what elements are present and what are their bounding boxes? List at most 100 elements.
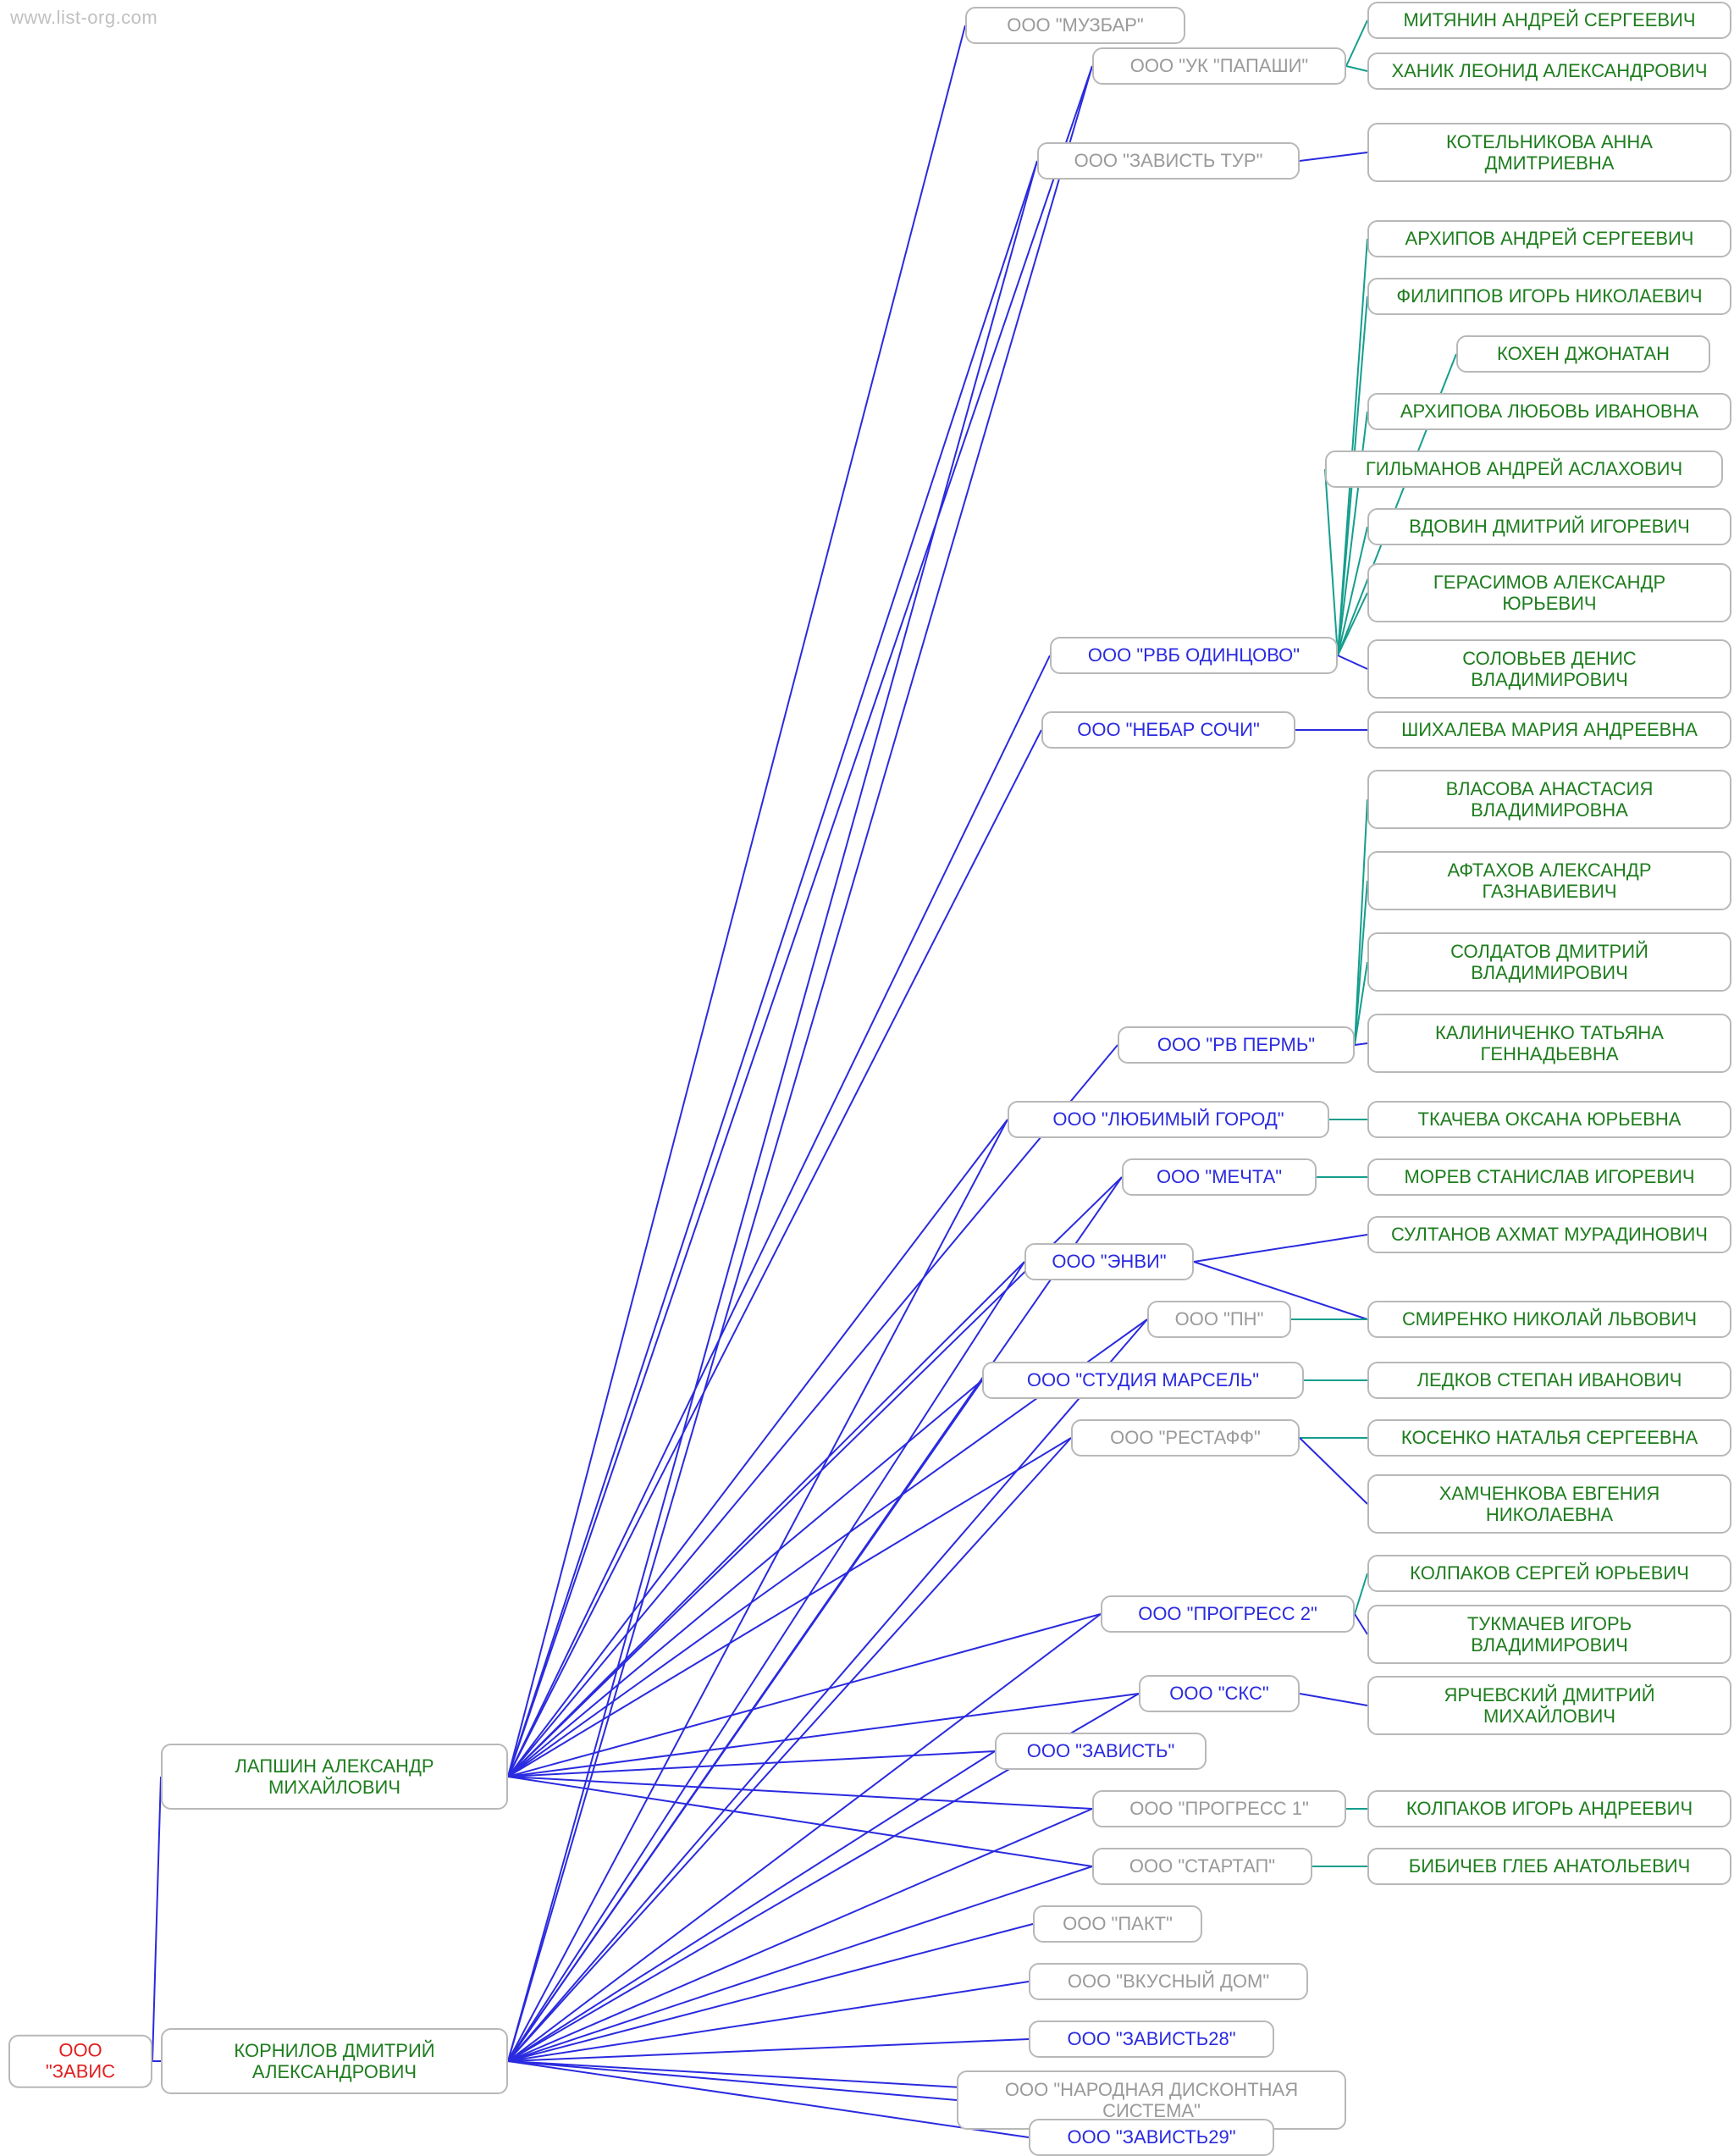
node-lapshin[interactable]: ЛАПШИН АЛЕКСАНДР МИХАЙЛОВИЧ xyxy=(161,1744,508,1810)
node-gerasimov[interactable]: ГЕРАСИМОВ АЛЕКСАНДР ЮРЬЕВИЧ xyxy=(1367,563,1731,622)
edge-kornilov-progress1 xyxy=(508,1809,1092,2061)
edge-lapshin-rvbodints xyxy=(508,655,1050,1777)
node-arhipova[interactable]: АРХИПОВА ЛЮБОВЬ ИВАНОВНА xyxy=(1367,393,1731,430)
node-kosenko[interactable]: КОСЕНКО НАТАЛЬЯ СЕРГЕЕВНА xyxy=(1367,1419,1731,1457)
node-muzbar[interactable]: ООО "МУЗБАР" xyxy=(965,7,1185,44)
node-soloviev[interactable]: СОЛОВЬЕВ ДЕНИС ВЛАДИМИРОВИЧ xyxy=(1367,639,1731,699)
node-bibichev[interactable]: БИБИЧЕВ ГЛЕБ АНАТОЛЬЕВИЧ xyxy=(1367,1848,1731,1885)
node-kornilov[interactable]: КОРНИЛОВ ДМИТРИЙ АЛЕКСАНДРОВИЧ xyxy=(161,2028,508,2094)
edge-lapshin-zavisttur xyxy=(508,161,1037,1777)
node-studiomars[interactable]: ООО "СТУДИЯ МАРСЕЛЬ" xyxy=(982,1362,1304,1399)
edge-rvbodints-gilmanov xyxy=(1325,469,1338,655)
node-envi[interactable]: ООО "ЭНВИ" xyxy=(1024,1243,1194,1280)
edge-kornilov-zavist29 xyxy=(508,2061,1029,2137)
node-tkacheva[interactable]: ТКАЧЕВА ОКСАНА ЮРЬЕВНА xyxy=(1367,1101,1731,1138)
edge-kornilov-envi xyxy=(508,1262,1024,2061)
node-pakt[interactable]: ООО "ПАКТ" xyxy=(1033,1905,1202,1943)
node-zavist29[interactable]: ООО "ЗАВИСТЬ29" xyxy=(1029,2119,1274,2156)
edge-rvperm-vlasova xyxy=(1355,799,1367,1045)
edge-rvperm-soldatov xyxy=(1355,962,1367,1045)
node-filippov[interactable]: ФИЛИППОВ ИГОРЬ НИКОЛАЕВИЧ xyxy=(1367,278,1731,315)
edge-lapshin-zavist xyxy=(508,1751,995,1777)
edge-kornilov-studiomars xyxy=(508,1380,982,2061)
edge-restaff-khamchen xyxy=(1300,1438,1367,1504)
edge-kornilov-zavist28 xyxy=(508,2039,1029,2061)
edge-kornilov-pn xyxy=(508,1319,1147,2061)
edge-ukpapashi-hanik xyxy=(1346,66,1367,71)
node-restaff[interactable]: ООО "РЕСТАФФ" xyxy=(1071,1419,1300,1457)
node-sultanov[interactable]: СУЛТАНОВ АХМАТ МУРАДИНОВИЧ xyxy=(1367,1216,1731,1253)
node-vlasova[interactable]: ВЛАСОВА АНАСТАСИЯ ВЛАДИМИРОВНА xyxy=(1367,770,1731,829)
node-ukpapashi[interactable]: ООО "УК "ПАПАШИ" xyxy=(1092,47,1346,85)
edge-kornilov-mechta xyxy=(508,1177,1122,2061)
node-zavisttur[interactable]: ООО "ЗАВИСТЬ ТУР" xyxy=(1037,142,1300,180)
edge-rvbodints-gerasimov xyxy=(1338,593,1367,655)
node-kolpakovI[interactable]: КОЛПАКОВ ИГОРЬ АНДРЕЕВИЧ xyxy=(1367,1790,1731,1827)
node-hanik[interactable]: ХАНИК ЛЕОНИД АЛЕКСАНДРОВИЧ xyxy=(1367,53,1731,90)
node-mityanin[interactable]: МИТЯНИН АНДРЕЙ СЕРГЕЕВИЧ xyxy=(1367,2,1731,39)
node-arhipov[interactable]: АРХИПОВ АНДРЕЙ СЕРГЕЕВИЧ xyxy=(1367,220,1731,257)
node-vdovin[interactable]: ВДОВИН ДМИТРИЙ ИГОРЕВИЧ xyxy=(1367,508,1731,545)
node-smirenko[interactable]: СМИРЕНКО НИКОЛАЙ ЛЬВОВИЧ xyxy=(1367,1301,1731,1338)
edge-kornilov-vkusnyidom xyxy=(508,1982,1029,2061)
edge-lapshin-nebarsochi xyxy=(508,730,1041,1777)
node-khamchen[interactable]: ХАМЧЕНКОВА ЕВГЕНИЯ НИКОЛАЕВНА xyxy=(1367,1474,1731,1534)
edge-lapshin-restaff xyxy=(508,1438,1071,1777)
edge-kornilov-pakt xyxy=(508,1924,1033,2061)
edge-sks-yarchevsk xyxy=(1300,1694,1367,1705)
diagram-canvas: www.list-org.com ЛАПШИН АЛЕКСАНДР МИХАЙЛ… xyxy=(0,0,1734,2156)
edge-rvperm-kalinich xyxy=(1355,1043,1367,1045)
edge-rvbodints-soloviev xyxy=(1338,655,1367,669)
node-shihaleva[interactable]: ШИХАЛЕВА МАРИЯ АНДРЕЕВНА xyxy=(1367,711,1731,749)
edge-kornilov-lyubgorod xyxy=(508,1119,1008,2061)
edge-kornilov-zavisttur xyxy=(508,161,1037,2061)
watermark-text: www.list-org.com xyxy=(10,7,157,29)
node-ledkov[interactable]: ЛЕДКОВ СТЕПАН ИВАНОВИЧ xyxy=(1367,1362,1731,1399)
node-zavis[interactable]: ООО "ЗАВИС xyxy=(8,2035,152,2088)
node-rvbodints[interactable]: ООО "РВБ ОДИНЦОВО" xyxy=(1050,637,1338,674)
edge-zavisttur-kotelnikova xyxy=(1300,152,1367,161)
edge-kornilov-progress2 xyxy=(508,1614,1101,2061)
node-sks[interactable]: ООО "СКС" xyxy=(1139,1675,1300,1712)
node-mechta[interactable]: ООО "МЕЧТА" xyxy=(1122,1158,1317,1196)
node-vkusnyidom[interactable]: ООО "ВКУСНЫЙ ДОМ" xyxy=(1029,1963,1308,2000)
node-nebarsochi[interactable]: ООО "НЕБАР СОЧИ" xyxy=(1041,711,1295,749)
edge-rvbodints-arhipov xyxy=(1338,239,1367,655)
edge-kornilov-nardisc xyxy=(508,2061,957,2100)
node-kalinich[interactable]: КАЛИНИЧЕНКО ТАТЬЯНА ГЕННАДЬЕВНА xyxy=(1367,1014,1731,1073)
node-tukmachev[interactable]: ТУКМАЧЕВ ИГОРЬ ВЛАДИМИРОВИЧ xyxy=(1367,1605,1731,1664)
edge-rvbodints-vdovin xyxy=(1338,527,1367,655)
edge-lapshin-studiomars xyxy=(508,1380,982,1777)
edge-kornilov-startap xyxy=(508,1866,1092,2061)
node-zavist[interactable]: ООО "ЗАВИСТЬ" xyxy=(995,1733,1207,1770)
node-kotelnikova[interactable]: КОТЕЛЬНИКОВА АННА ДМИТРИЕВНА xyxy=(1367,123,1731,182)
edge-envi-sultanov xyxy=(1194,1235,1367,1262)
edge-lapshin-startap xyxy=(508,1777,1092,1866)
edge-lapshin-ukpapashi xyxy=(508,66,1092,1777)
node-zavist28[interactable]: ООО "ЗАВИСТЬ28" xyxy=(1029,2021,1274,2058)
node-gilmanov[interactable]: ГИЛЬМАНОВ АНДРЕЙ АСЛАХОВИЧ xyxy=(1325,451,1723,488)
edge-zavis-lapshin xyxy=(152,1777,161,2061)
node-progress2[interactable]: ООО "ПРОГРЕСС 2" xyxy=(1101,1595,1355,1633)
edge-rvbodints-arhipova xyxy=(1338,412,1367,655)
edge-rvperm-aftakhov xyxy=(1355,881,1367,1045)
edge-ukpapashi-mityanin xyxy=(1346,20,1367,66)
node-morev[interactable]: МОРЕВ СТАНИСЛАВ ИГОРЕВИЧ xyxy=(1367,1158,1731,1196)
node-aftakhov[interactable]: АФТАХОВ АЛЕКСАНДР ГАЗНАВИЕВИЧ xyxy=(1367,851,1731,910)
node-yarchevsk[interactable]: ЯРЧЕВСКИЙ ДМИТРИЙ МИХАЙЛОВИЧ xyxy=(1367,1676,1731,1735)
node-startap[interactable]: ООО "СТАРТАП" xyxy=(1092,1848,1312,1885)
edge-lapshin-lyubgorod xyxy=(508,1119,1008,1777)
node-kolpakovS[interactable]: КОЛПАКОВ СЕРГЕЙ ЮРЬЕВИЧ xyxy=(1367,1555,1731,1592)
edge-lapshin-muzbar xyxy=(508,25,965,1777)
node-rvperm[interactable]: ООО "РВ ПЕРМЬ" xyxy=(1118,1026,1355,1064)
node-kohen[interactable]: КОХЕН ДЖОНАТАН xyxy=(1456,335,1710,373)
edge-progress2-tukmachev xyxy=(1355,1614,1367,1634)
edge-lapshin-envi xyxy=(508,1262,1024,1777)
node-lyubgorod[interactable]: ООО "ЛЮБИМЫЙ ГОРОД" xyxy=(1008,1101,1329,1138)
edge-lapshin-progress1 xyxy=(508,1777,1092,1809)
edge-kornilov-restaff xyxy=(508,1438,1071,2061)
node-pn[interactable]: ООО "ПН" xyxy=(1147,1301,1291,1338)
edges-layer xyxy=(0,0,1734,2156)
node-progress1[interactable]: ООО "ПРОГРЕСС 1" xyxy=(1092,1790,1346,1827)
node-soldatov[interactable]: СОЛДАТОВ ДМИТРИЙ ВЛАДИМИРОВИЧ xyxy=(1367,932,1731,992)
